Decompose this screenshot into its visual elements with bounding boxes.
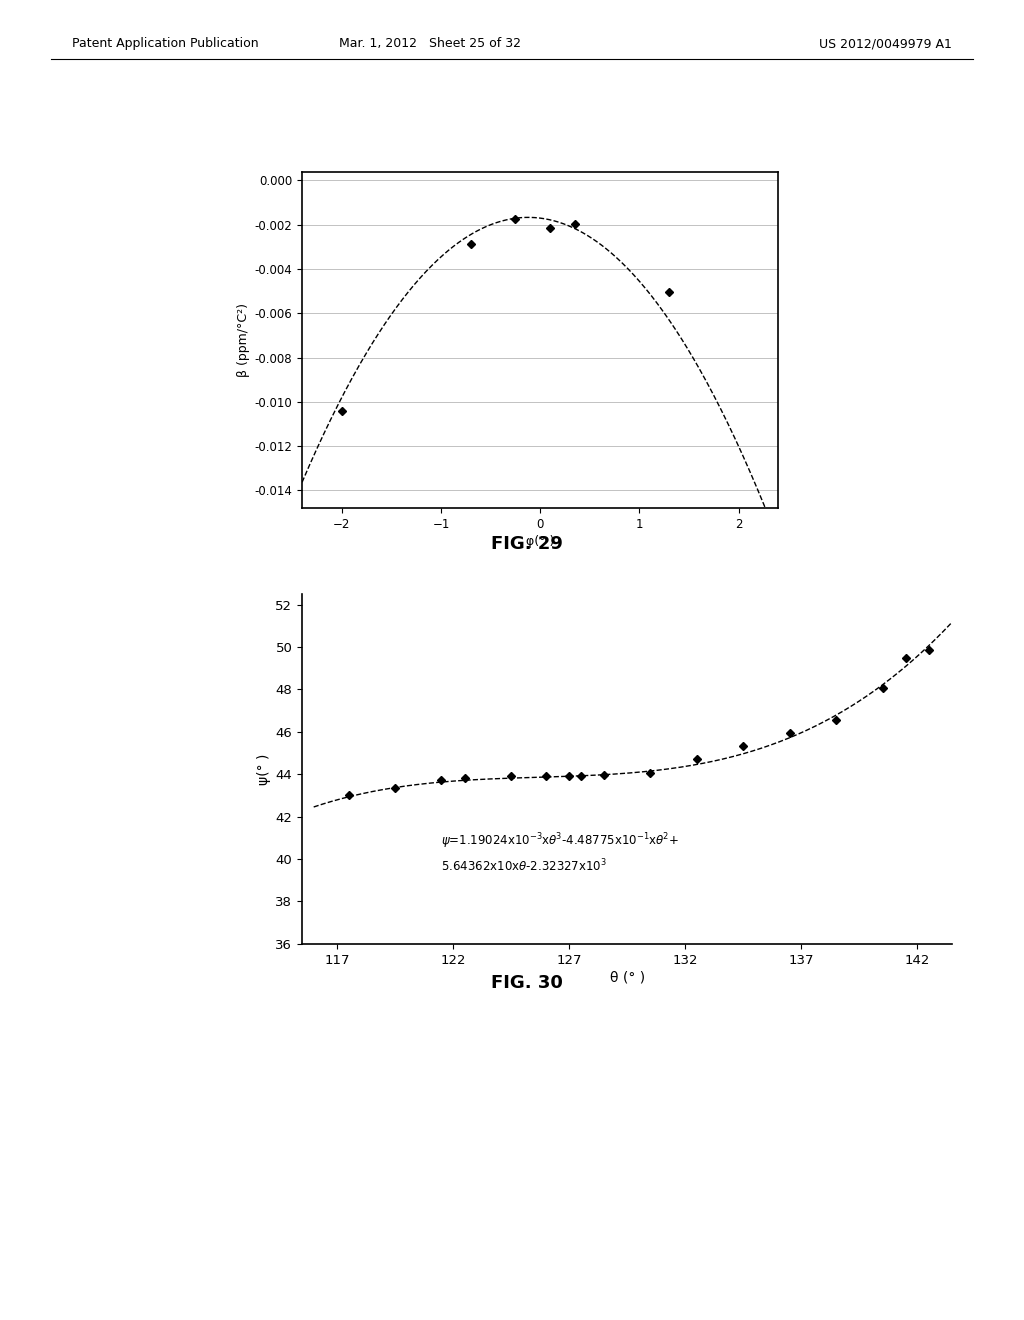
Text: Mar. 1, 2012   Sheet 25 of 32: Mar. 1, 2012 Sheet 25 of 32 (339, 37, 521, 50)
Text: US 2012/0049979 A1: US 2012/0049979 A1 (819, 37, 952, 50)
Text: FIG. 29: FIG. 29 (492, 535, 563, 553)
Y-axis label: ψ(° ): ψ(° ) (257, 754, 271, 784)
Text: Patent Application Publication: Patent Application Publication (72, 37, 258, 50)
X-axis label: θ (° ): θ (° ) (609, 970, 645, 985)
Y-axis label: β (ppm/°C²): β (ppm/°C²) (238, 302, 250, 378)
X-axis label: φ(° ): φ(° ) (526, 535, 554, 548)
Text: FIG. 30: FIG. 30 (492, 974, 563, 993)
Text: $\psi$=1.19024x10$^{-3}$x$\theta$$^{3}$-4.48775x10$^{-1}$x$\theta$$^{2}$+
5.6436: $\psi$=1.19024x10$^{-3}$x$\theta$$^{3}$-… (441, 832, 680, 874)
